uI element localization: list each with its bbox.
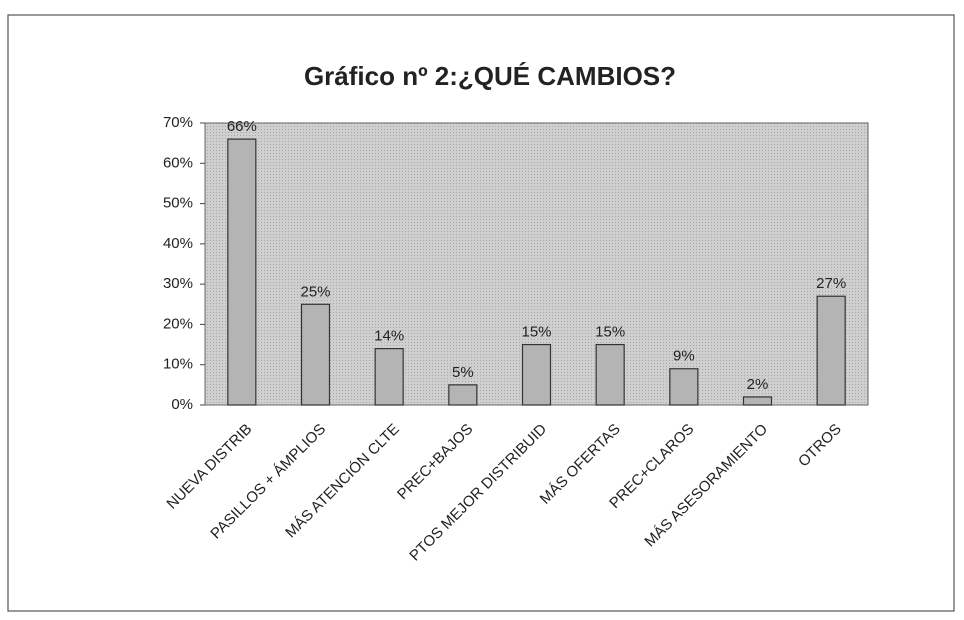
value-label: 25% [300,283,330,300]
bar [669,368,699,406]
y-tick-label: 70% [163,114,193,131]
y-tick-label: 30% [163,275,193,292]
bar [227,138,257,406]
y-tick-label: 50% [163,195,193,212]
value-label: 66% [227,118,257,135]
y-tick-label: 20% [163,315,193,332]
y-tick-label: 0% [171,396,193,413]
value-label: 15% [521,324,551,341]
value-label: 2% [747,376,769,393]
value-label: 5% [452,364,474,381]
y-tick-label: 10% [163,356,193,373]
bar [448,384,478,406]
bar [816,295,846,406]
value-label: 9% [673,348,695,365]
bar [374,348,404,406]
value-label: 14% [374,328,404,345]
bar [521,343,552,406]
chart-title: Gráfico nº 2:¿QUÉ CAMBIOS? [304,61,676,91]
bar [300,303,331,406]
value-label: 27% [816,275,846,292]
bar [742,396,773,406]
bar [595,343,625,406]
value-label: 15% [595,324,625,341]
y-tick-label: 60% [163,154,193,171]
y-tick-label: 40% [163,235,193,252]
